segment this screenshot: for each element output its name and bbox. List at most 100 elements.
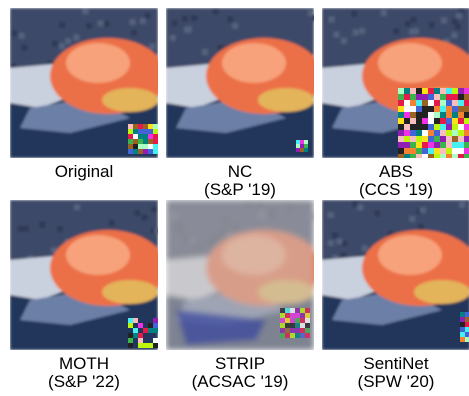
patch-pixel — [422, 136, 428, 142]
noise — [459, 202, 465, 208]
fish-belly — [102, 88, 158, 112]
patch-pixel — [446, 94, 452, 100]
patch-pixel — [404, 112, 410, 118]
patch-pixel — [434, 100, 440, 106]
patch-pixel — [452, 88, 458, 94]
patch-pixel — [404, 148, 410, 154]
image-panel — [10, 200, 166, 350]
patch-pixel — [410, 106, 416, 112]
patch-pixel — [446, 136, 452, 142]
patch-pixel — [398, 112, 404, 118]
patch-pixel — [128, 318, 133, 323]
noise — [98, 20, 104, 26]
noise — [227, 16, 233, 22]
patch-pixel — [305, 328, 310, 333]
noise — [451, 32, 457, 38]
patch-pixel — [285, 323, 290, 328]
noise — [82, 8, 88, 14]
image-panel — [322, 200, 469, 350]
patch-pixel — [304, 144, 308, 148]
patch-pixel — [138, 144, 143, 149]
patch-pixel — [428, 148, 434, 154]
panel-label: NC — [228, 162, 253, 181]
patch-pixel — [458, 136, 464, 142]
panel-label: STRIP — [215, 354, 265, 373]
patch-pixel — [440, 124, 446, 130]
patch-pixel — [398, 124, 404, 130]
patch-pixel — [290, 318, 295, 323]
patch-pixel — [398, 148, 404, 154]
patch-pixel — [300, 323, 305, 328]
patch-pixel — [452, 124, 458, 130]
patch-pixel — [285, 328, 290, 333]
figure: OriginalNC(S&P '19)ABS(CCS '19)MOTH(S&P … — [0, 0, 469, 396]
patch-pixel — [410, 88, 416, 94]
noise — [332, 232, 338, 238]
patch-pixel — [440, 94, 446, 100]
patch-pixel — [428, 88, 434, 94]
patch-pixel — [434, 142, 440, 148]
patch-pixel — [128, 333, 133, 338]
patch-pixel — [422, 106, 428, 112]
patch-pixel — [416, 124, 422, 130]
patch-pixel — [296, 140, 300, 144]
patch-pixel — [128, 139, 133, 144]
patch-pixel — [398, 118, 404, 124]
noise — [362, 245, 368, 251]
patch-pixel — [458, 106, 464, 112]
noise — [413, 28, 419, 34]
patch-pixel — [404, 118, 410, 124]
patch-pixel — [446, 118, 452, 124]
panel-venue: (S&P '22) — [48, 372, 120, 391]
patch-pixel — [434, 118, 440, 124]
patch-pixel — [398, 100, 404, 106]
noise — [39, 222, 45, 228]
image-panel — [166, 200, 322, 350]
patch-pixel — [143, 124, 148, 129]
noise — [393, 28, 399, 34]
patch-pixel — [428, 100, 434, 106]
patch-pixel — [428, 142, 434, 148]
patch-pixel — [464, 154, 469, 160]
patch-pixel — [428, 154, 434, 160]
patch-pixel — [464, 94, 469, 100]
noise — [19, 33, 25, 39]
noise — [452, 18, 458, 24]
patch-pixel — [446, 124, 452, 130]
noise — [182, 16, 188, 22]
fish-highlight — [66, 235, 130, 275]
noise — [410, 17, 416, 23]
patch-pixel — [422, 130, 428, 136]
patch-pixel — [305, 333, 310, 338]
fish-highlight — [378, 43, 442, 83]
image-panel — [322, 8, 469, 160]
patch-pixel — [148, 149, 153, 154]
patch-pixel — [434, 136, 440, 142]
patch-pixel — [464, 142, 469, 148]
patch-pixel — [464, 100, 469, 106]
trigger-patch — [128, 124, 158, 154]
patch-pixel — [440, 130, 446, 136]
noise — [341, 252, 347, 258]
patch-pixel — [296, 148, 300, 152]
patch-pixel — [458, 112, 464, 118]
noise — [57, 226, 63, 232]
patch-pixel — [133, 124, 138, 129]
patch-pixel — [460, 332, 465, 337]
noise — [374, 210, 380, 216]
noise — [86, 23, 92, 29]
patch-pixel — [410, 124, 416, 130]
patch-pixel — [398, 154, 404, 160]
patch-pixel — [295, 333, 300, 338]
patch-pixel — [410, 136, 416, 142]
patch-pixel — [422, 118, 428, 124]
noise — [151, 207, 157, 213]
patch-pixel — [295, 308, 300, 313]
patch-pixel — [398, 88, 404, 94]
patch-pixel — [133, 149, 138, 154]
patch-pixel — [398, 130, 404, 136]
patch-pixel — [305, 313, 310, 318]
patch-pixel — [128, 323, 133, 328]
patch-pixel — [138, 338, 143, 343]
patch-pixel — [128, 134, 133, 139]
